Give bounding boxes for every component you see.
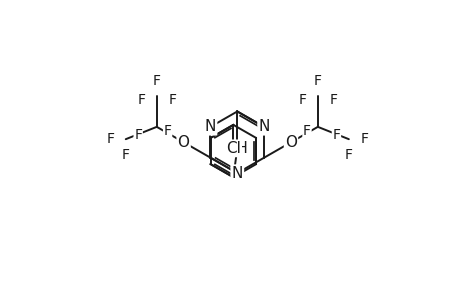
Text: N: N	[258, 119, 269, 134]
Text: F: F	[122, 148, 129, 162]
Text: N: N	[204, 119, 216, 134]
Text: F: F	[344, 148, 352, 162]
Text: F: F	[359, 132, 368, 146]
Text: NH: NH	[225, 141, 248, 156]
Text: O: O	[285, 135, 297, 150]
Text: O: O	[177, 135, 189, 150]
Text: F: F	[313, 74, 321, 88]
Text: Cl: Cl	[225, 141, 240, 156]
Text: N: N	[231, 166, 242, 181]
Text: F: F	[163, 124, 171, 138]
Text: F: F	[329, 93, 336, 107]
Text: F: F	[152, 74, 160, 88]
Text: F: F	[332, 128, 340, 142]
Text: F: F	[302, 124, 310, 138]
Text: F: F	[137, 93, 145, 107]
Text: F: F	[106, 132, 114, 146]
Text: F: F	[298, 93, 306, 107]
Text: F: F	[134, 128, 142, 142]
Text: F: F	[168, 93, 176, 107]
